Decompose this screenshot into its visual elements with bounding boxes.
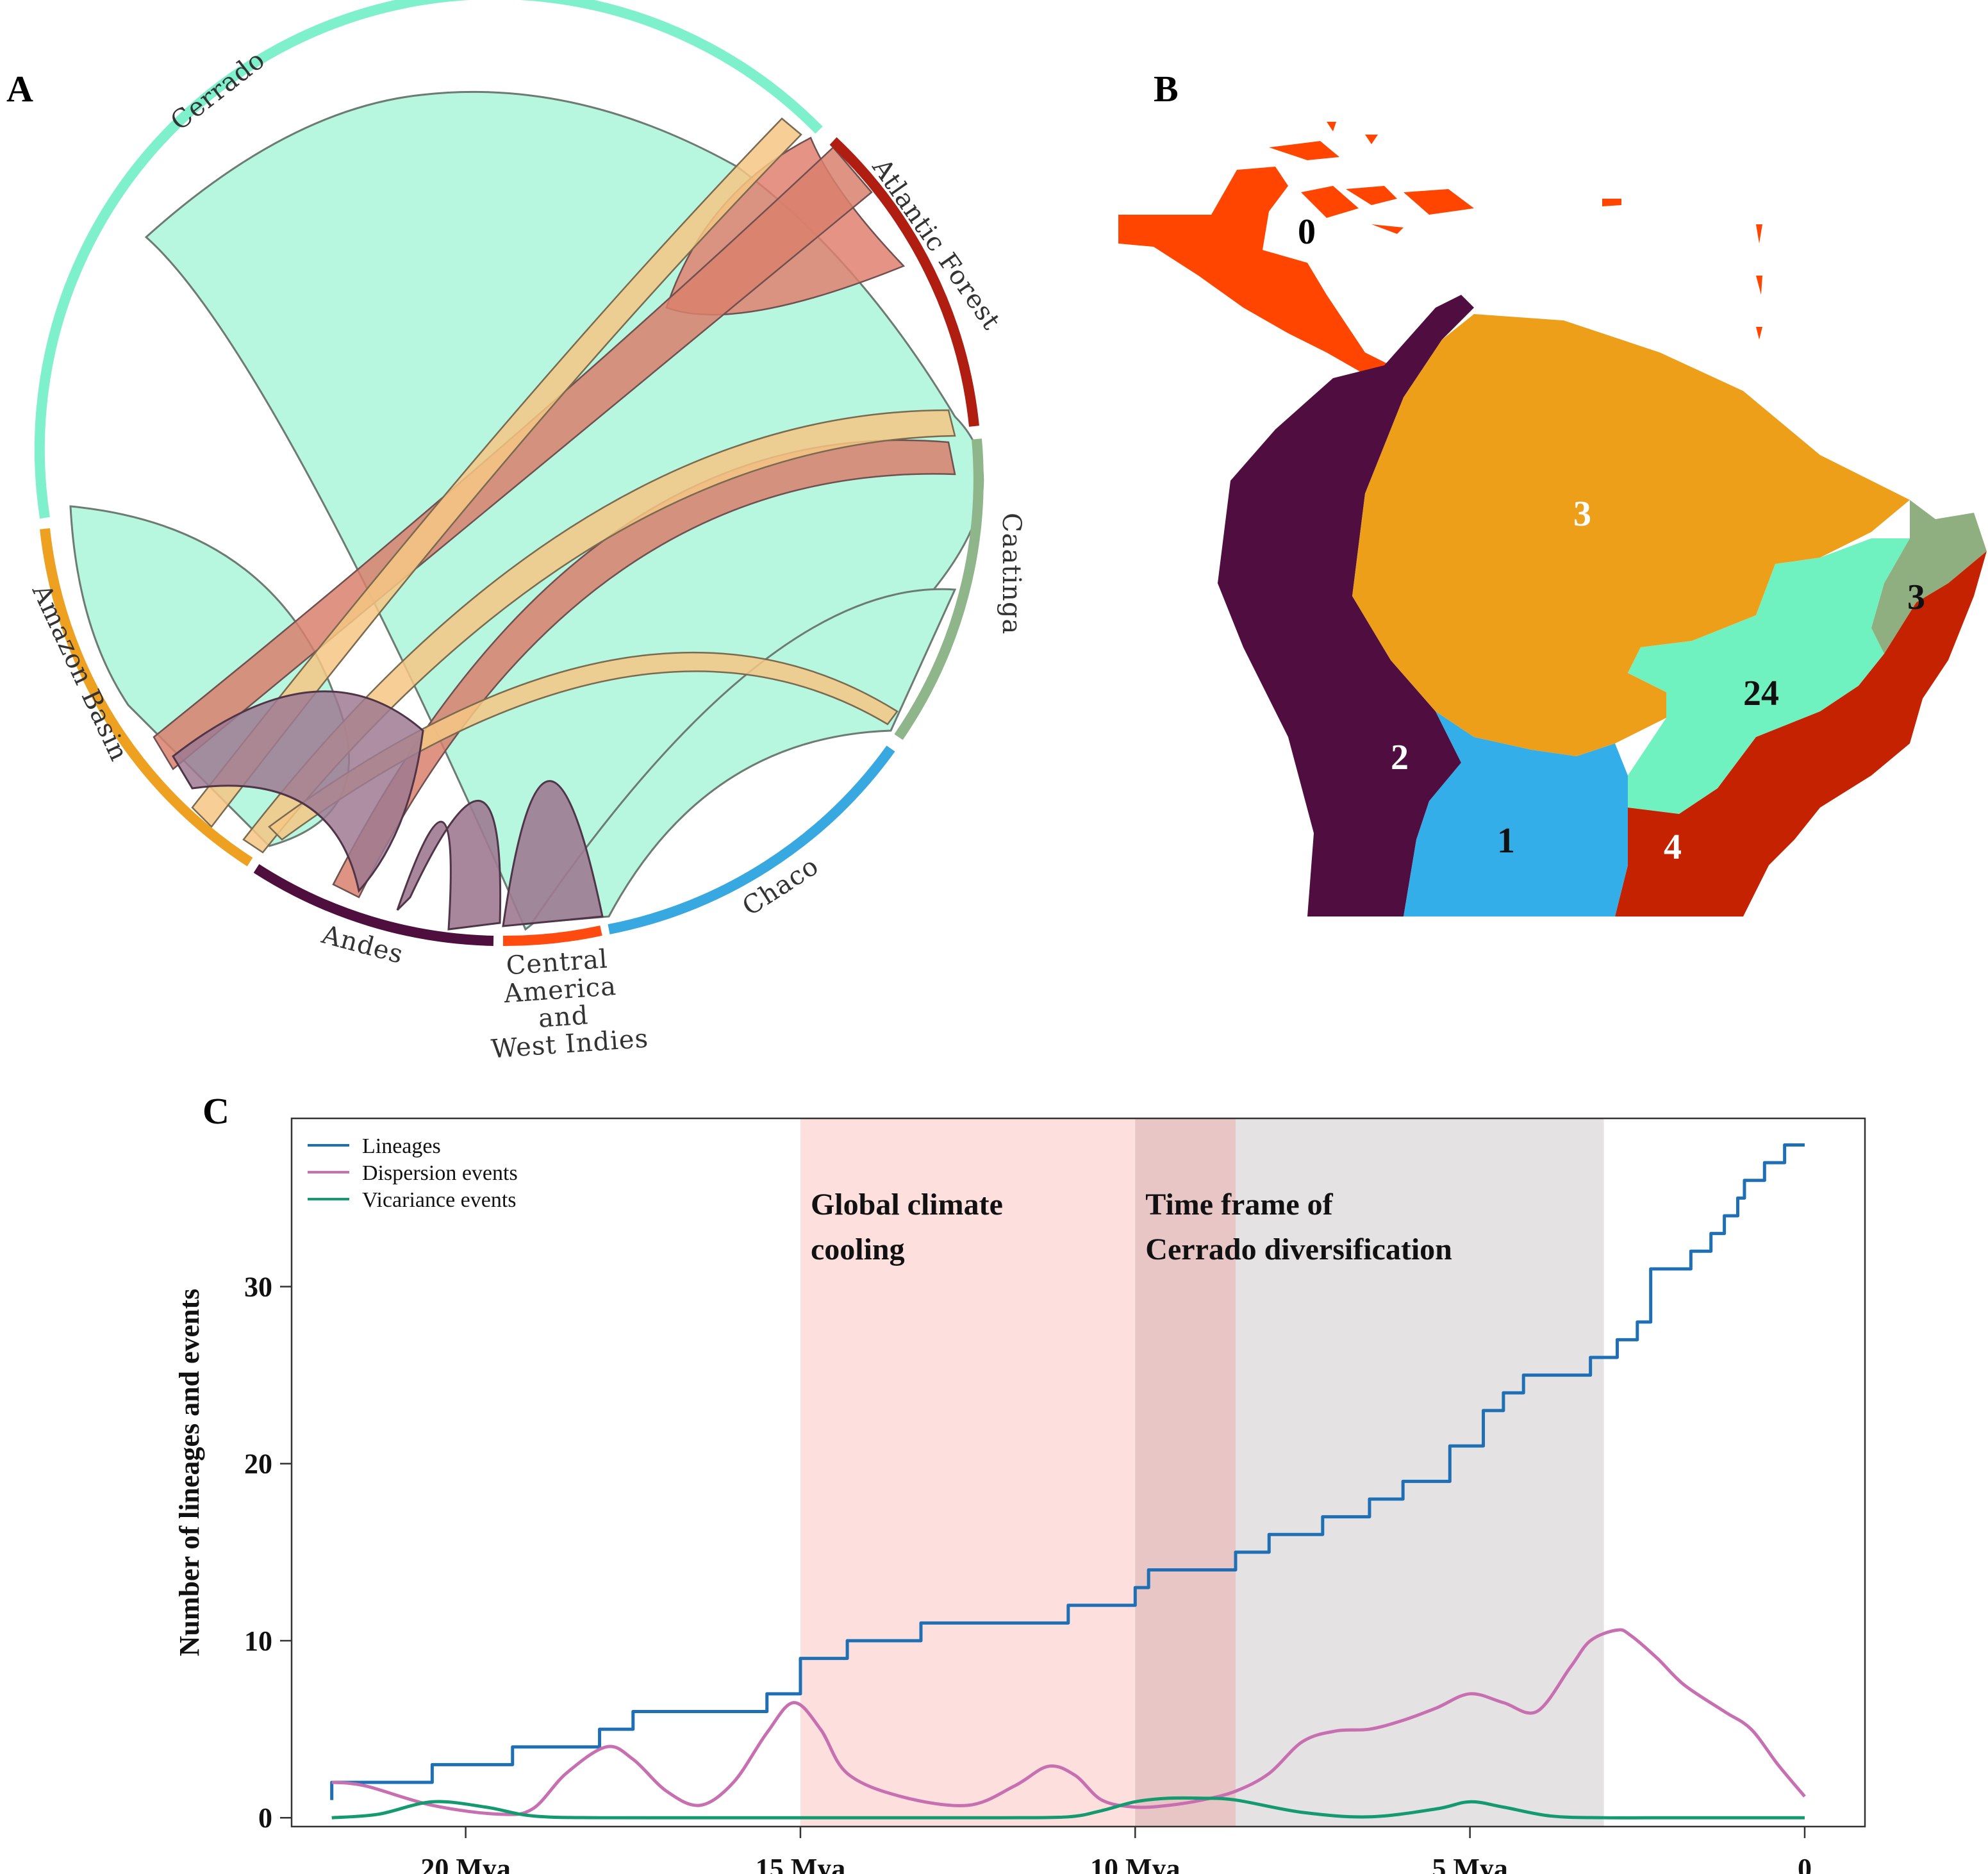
x-tick-label-20: 20 Mya — [420, 1853, 511, 1874]
shaded-region-0 — [800, 1118, 1136, 1827]
ring-cerrado — [34, 0, 823, 519]
ribbon-atlantic-amazon — [153, 146, 873, 770]
y-tick-label-30: 30 — [244, 1271, 272, 1302]
chord-label-cerrado: Cerrado — [165, 45, 271, 137]
map-region-chaco — [1404, 711, 1628, 916]
map-islands — [1269, 122, 1762, 340]
region-annotation-1-line-1: Cerrado diversification — [1145, 1232, 1452, 1266]
y-axis: 0 10 20 30 — [244, 1271, 292, 1834]
map-count-amazon: 3 — [1573, 494, 1591, 534]
region-annotation-0-line-0: Global climate — [811, 1188, 1003, 1222]
map-regions — [1118, 122, 1987, 916]
map-region-central-america — [1118, 167, 1391, 378]
ring-chaco — [608, 745, 895, 934]
map-count-cerrado: 24 — [1743, 674, 1779, 713]
ring-caatinga — [894, 438, 984, 740]
panel-label-a: A — [6, 68, 33, 110]
chord-label-cawi-line4: West Indies — [490, 1024, 650, 1065]
map-region-caatinga — [1871, 500, 1987, 654]
ring-andes — [253, 864, 494, 946]
panel-label-c: C — [203, 1090, 229, 1132]
x-tick-label-0: 0 — [1798, 1853, 1812, 1874]
map-region-cerrado — [1628, 538, 1910, 814]
map-count-cawi: 0 — [1298, 212, 1316, 252]
chart-series — [330, 1143, 1806, 1820]
legend: Lineages Dispersion events Vicariance even… — [308, 1134, 518, 1212]
legend-label-0: Lineages — [362, 1134, 441, 1158]
x-tick-label-15: 15 Mya — [756, 1853, 846, 1874]
chord-label-cawi-line3: and — [537, 1000, 589, 1033]
ring-amazon — [40, 528, 253, 867]
x-axis: 20 Mya 15 Mya 10 Mya 5 Mya 0 — [420, 1827, 1812, 1874]
x-tick-label-10: 10 Mya — [1090, 1853, 1180, 1874]
ring-cawi — [502, 925, 602, 947]
y-tick-label-20: 20 — [244, 1448, 272, 1480]
y-tick-label-0: 0 — [258, 1802, 272, 1834]
y-axis-label: Number of lineages and events — [174, 1289, 205, 1657]
chord-label-caatinga: Caatinga — [997, 513, 1026, 634]
ribbon-cerrado-chaco — [529, 588, 957, 924]
map-south-america: 0 3 3 24 2 1 4 — [1118, 122, 1987, 916]
chord-label-atlantic: Atlantic Forest — [866, 153, 1006, 336]
ring-atlantic — [829, 137, 979, 427]
map-count-andes: 2 — [1391, 738, 1409, 777]
map-region-atlantic — [1615, 551, 1987, 916]
map-count-caatinga: 3 — [1907, 577, 1925, 617]
shaded-regions — [800, 1118, 1604, 1827]
ribbon-cawi-chaco — [502, 780, 604, 927]
map-count-chaco: 1 — [1497, 821, 1515, 861]
legend-label-1: Dispersion events — [362, 1161, 518, 1185]
lineage-chart: 0 10 20 30 20 Mya 15 Mya 10 Mya 5 Mya 0 Number … — [174, 1117, 1866, 1874]
x-tick-label-5: 5 Mya — [1432, 1853, 1508, 1874]
series-line-vicariance-events — [331, 1796, 1805, 1820]
panel-label-b: B — [1154, 68, 1179, 110]
map-region-amazon — [1352, 314, 1910, 756]
chord-ribbons — [69, 90, 984, 931]
ribbon-andes-cawi — [396, 799, 502, 931]
series-line-dispersion-events — [331, 1628, 1806, 1816]
map-counts: 0 3 3 24 2 1 4 — [1298, 212, 1925, 867]
region-annotations: Global climate cooling Time frame of Cerrad… — [811, 1188, 1452, 1266]
legend-label-2: Vicariance events — [362, 1188, 517, 1212]
plot-frame — [290, 1117, 1866, 1828]
series-line-lineages — [330, 1143, 1805, 1800]
chord-label-cawi: Central America and West Indies — [490, 945, 650, 1065]
ribbon-amazon-cerrado — [191, 117, 802, 828]
region-annotation-0-line-1: cooling — [811, 1232, 905, 1266]
region-annotation-1-line-0: Time frame of — [1145, 1188, 1333, 1222]
ribbon-andes-amazon — [172, 690, 424, 893]
shaded-overlap — [1135, 1118, 1236, 1827]
chord-label-cawi-line1: Central — [505, 945, 609, 981]
map-region-andes — [1218, 295, 1474, 916]
map-count-atlantic: 4 — [1664, 827, 1682, 867]
ribbon-amazon-caatinga — [242, 409, 956, 854]
chord-outer-ring — [34, 0, 984, 947]
y-tick-label-10: 10 — [244, 1625, 272, 1657]
chord-diagram: Cerrado Atlantic Forest Caatinga Chaco A… — [26, 0, 1026, 1065]
